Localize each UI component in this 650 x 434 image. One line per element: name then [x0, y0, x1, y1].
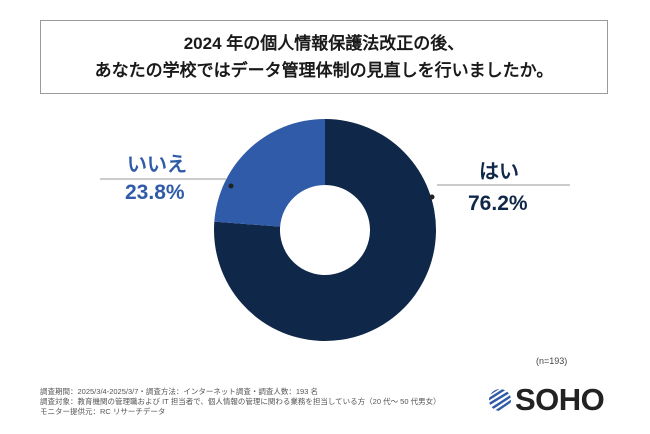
note-target: 調査対象：教育機関の管理職および IT 担当者で、個人情報の管理に関わる業務を担…: [40, 397, 441, 406]
logo-globe-icon: [489, 389, 511, 411]
survey-notes: 調査期間：2025/3/4-2025/3/7・調査方法：インターネット調査・調査…: [40, 387, 441, 417]
category-label-yes: はい: [479, 161, 519, 183]
note-period: 調査期間：2025/3/4-2025/3/7・調査方法：インターネット調査・調査…: [40, 387, 318, 396]
title-box: 2024 年の個人情報保護法改正の後、 あなたの学校ではデータ管理体制の見直しを…: [40, 20, 608, 94]
leader-dot-no: [228, 183, 234, 189]
category-label-no: いいえ: [127, 154, 187, 176]
chart-title-line-1: 2024 年の個人情報保護法改正の後、: [183, 34, 465, 53]
logo-text: SOHO: [515, 382, 605, 417]
soho-logo: SOHO: [488, 382, 605, 418]
donut-slice-yes: [214, 119, 437, 342]
data-label-no: 23.8%: [125, 181, 185, 204]
leader-dot-yes: [429, 194, 435, 200]
note-source: モニター提供元：RC リサーチデータ: [40, 407, 166, 416]
data-label-yes: 76.2%: [468, 192, 528, 215]
chart-title-line-2: あなたの学校ではデータ管理体制の見直しを行いましたか。: [94, 61, 554, 80]
donut-slice-no: [214, 119, 325, 227]
sample-size: (n=193): [536, 356, 568, 366]
